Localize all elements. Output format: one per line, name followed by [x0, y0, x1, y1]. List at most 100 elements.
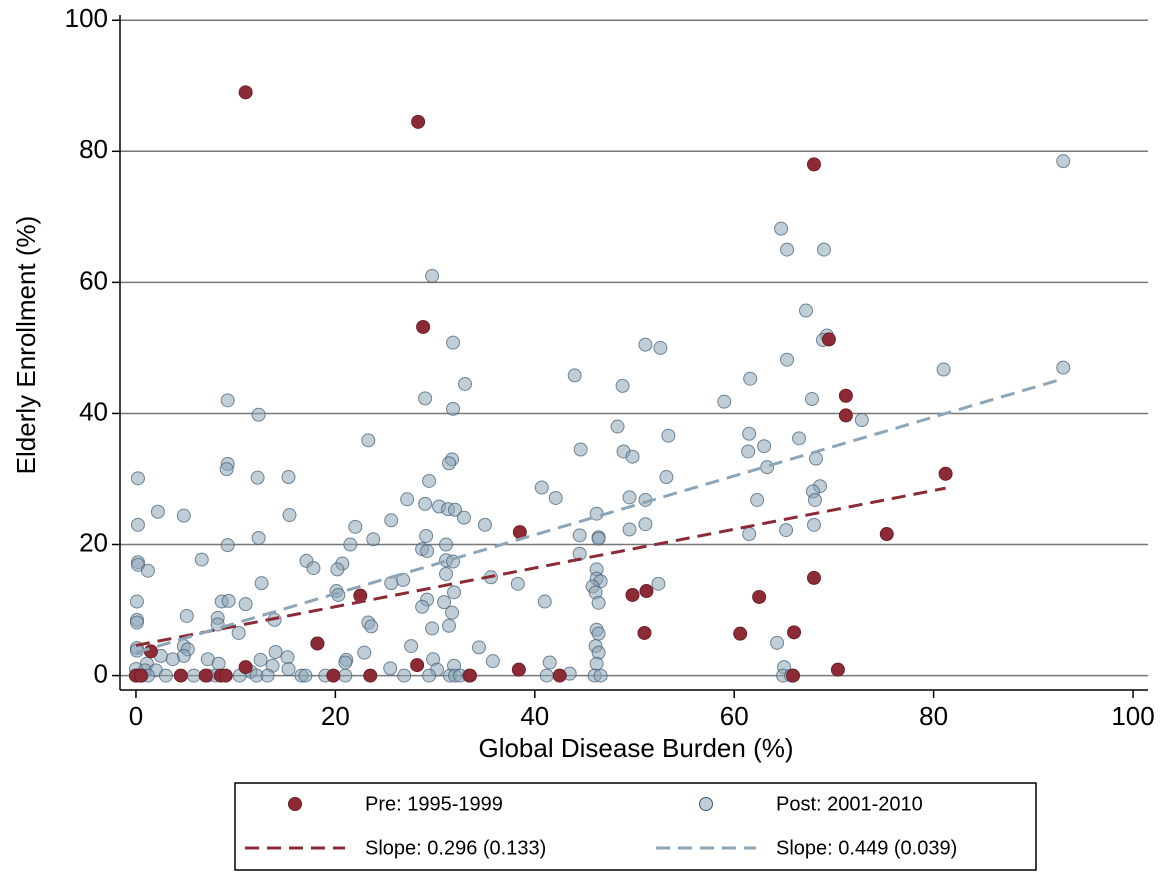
- point: [194, 552, 209, 567]
- fit-line: [135, 377, 1064, 655]
- point: [639, 584, 654, 599]
- point: [281, 470, 296, 485]
- point: [742, 527, 757, 542]
- point: [838, 388, 853, 403]
- y-tick-label: 100: [65, 3, 108, 33]
- point: [165, 652, 180, 667]
- y-tick-label: 20: [79, 527, 108, 557]
- point: [282, 508, 297, 523]
- point: [198, 668, 213, 683]
- point: [238, 85, 253, 100]
- point: [610, 419, 625, 434]
- y-tick-label: 40: [79, 396, 108, 426]
- point: [130, 471, 145, 486]
- point: [615, 378, 630, 393]
- point: [879, 527, 894, 542]
- point: [854, 413, 869, 427]
- point: [717, 394, 732, 409]
- point: [420, 544, 435, 559]
- point: [281, 662, 296, 677]
- point: [425, 621, 440, 636]
- point: [938, 466, 953, 481]
- point: [591, 626, 606, 641]
- point: [589, 656, 604, 671]
- point: [625, 587, 640, 602]
- point: [238, 660, 253, 675]
- point: [447, 585, 462, 600]
- point: [422, 668, 437, 683]
- point: [591, 595, 606, 610]
- point: [343, 537, 358, 552]
- point: [383, 661, 398, 676]
- point: [404, 639, 419, 654]
- point: [231, 625, 246, 640]
- x-tick-label: 40: [520, 701, 549, 731]
- y-tick-label: 60: [79, 265, 108, 295]
- x-tick-label: 20: [321, 701, 350, 731]
- legend-label: Slope: 0.296 (0.133): [365, 837, 546, 859]
- point: [593, 668, 608, 683]
- point: [821, 332, 836, 347]
- point: [742, 426, 757, 441]
- point: [338, 655, 353, 670]
- point: [422, 473, 437, 488]
- point: [158, 668, 173, 683]
- point: [419, 528, 434, 543]
- point: [219, 462, 234, 477]
- point: [446, 335, 461, 350]
- point: [238, 597, 253, 612]
- point: [462, 668, 477, 683]
- point: [651, 576, 666, 591]
- point: [567, 368, 582, 383]
- point: [397, 668, 412, 683]
- point: [792, 431, 807, 446]
- point: [418, 496, 433, 511]
- point: [129, 615, 144, 630]
- point: [485, 654, 500, 669]
- point: [448, 502, 463, 517]
- point: [416, 319, 431, 334]
- point: [220, 393, 235, 408]
- point: [133, 668, 148, 683]
- point: [622, 522, 637, 537]
- legend-label: Slope: 0.449 (0.039): [776, 837, 957, 859]
- point: [936, 362, 951, 377]
- point: [150, 504, 165, 519]
- point: [741, 444, 756, 459]
- point: [774, 221, 789, 236]
- point: [804, 392, 819, 407]
- point: [510, 576, 525, 591]
- point: [280, 650, 295, 665]
- point: [298, 668, 313, 683]
- point: [253, 652, 268, 667]
- point: [752, 589, 767, 604]
- x-tick-label: 0: [129, 701, 143, 731]
- point: [251, 530, 266, 545]
- point: [221, 593, 236, 608]
- point: [439, 567, 454, 582]
- point: [511, 662, 526, 677]
- point: [445, 605, 460, 620]
- point: [743, 371, 758, 386]
- point: [787, 625, 802, 640]
- point: [442, 618, 457, 633]
- point: [806, 517, 821, 532]
- point: [760, 460, 775, 475]
- point: [357, 645, 372, 660]
- point: [176, 508, 191, 523]
- point: [140, 563, 155, 578]
- point: [251, 407, 266, 422]
- y-tick-label: 0: [94, 658, 108, 688]
- point: [348, 519, 363, 534]
- point: [250, 470, 265, 485]
- point: [254, 576, 269, 591]
- point: [750, 492, 765, 507]
- point: [471, 640, 486, 655]
- point: [637, 625, 652, 640]
- point: [425, 268, 440, 283]
- point: [552, 668, 567, 683]
- point: [457, 376, 472, 391]
- point: [537, 594, 552, 609]
- point: [1056, 360, 1071, 375]
- point: [366, 532, 381, 547]
